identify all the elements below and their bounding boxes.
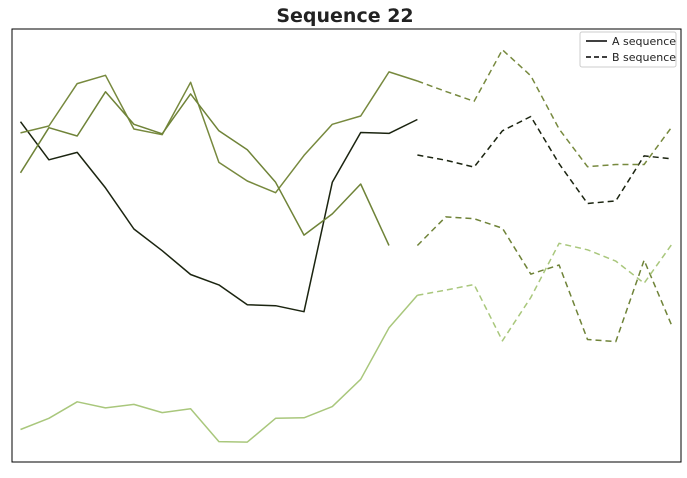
series-2-solid-line xyxy=(20,71,418,194)
series-3-dashed-line xyxy=(416,216,674,343)
legend-label-b: B sequence xyxy=(612,51,676,64)
series-layer xyxy=(19,49,674,443)
chart-title: Sequence 22 xyxy=(276,5,413,27)
series-1 xyxy=(19,115,673,313)
series-3-solid-line xyxy=(19,91,390,246)
series-3 xyxy=(19,91,674,343)
series-4-dashed-line xyxy=(417,242,674,342)
series-2-dashed-line xyxy=(417,49,674,168)
series-4 xyxy=(20,242,674,443)
series-1-solid-line xyxy=(19,118,418,313)
series-2 xyxy=(20,49,674,194)
legend: A sequence B sequence xyxy=(579,31,677,68)
plot-area xyxy=(11,28,682,463)
series-4-solid-line xyxy=(20,294,418,443)
series-1-dashed-line xyxy=(417,115,673,205)
legend-label-a: A sequence xyxy=(612,35,676,48)
